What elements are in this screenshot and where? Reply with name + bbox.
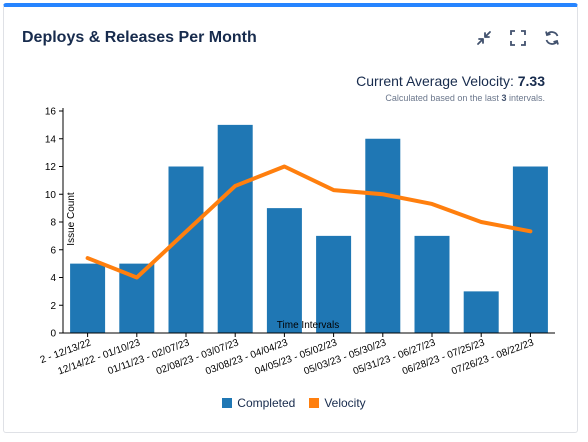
legend-completed[interactable]: Completed <box>222 396 295 410</box>
velocity-point <box>135 276 139 279</box>
refresh-icon[interactable] <box>541 27 563 49</box>
legend-label-velocity: Velocity <box>324 396 366 410</box>
bar-completed[interactable] <box>414 235 450 333</box>
y-tick-label: 12 <box>45 162 57 173</box>
legend-label-completed: Completed <box>237 396 296 410</box>
calc-suffix: intervals. <box>508 93 545 103</box>
velocity-calc-note: Calculated based on the last 3 intervals… <box>385 93 545 103</box>
calc-count: 3 <box>501 93 507 103</box>
y-tick-label: 14 <box>45 134 57 145</box>
widget-card: Deploys & Releases Per Month Current Ave… <box>3 3 578 433</box>
velocity-point <box>184 230 188 234</box>
bar-completed[interactable] <box>463 291 499 333</box>
velocity-label: Current Average Velocity: <box>356 73 514 89</box>
fullscreen-icon[interactable] <box>507 27 529 49</box>
velocity-value: 7.33 <box>517 73 545 89</box>
legend-swatch-completed <box>222 398 233 408</box>
y-axis-title: Issue Count <box>66 192 77 246</box>
bar-completed[interactable] <box>217 124 253 333</box>
x-tick-label: 07/26/23 - 08/22/23 <box>450 337 536 377</box>
bar-completed[interactable] <box>316 235 352 333</box>
velocity-point <box>381 192 385 196</box>
calc-prefix: Calculated based on the last <box>385 93 499 103</box>
bar-completed[interactable] <box>512 166 548 334</box>
x-tick-label: 06/28/23 - 07/25/23 <box>401 337 487 377</box>
chart-legend: Completed Velocity <box>0 396 588 410</box>
x-tick-label: 05/03/23 - 05/30/23 <box>303 337 389 377</box>
x-axis-title: Time Intervals <box>277 320 339 331</box>
y-tick-label: 8 <box>50 218 56 229</box>
x-tick-label: 03/08/23 - 04/04/23 <box>204 337 290 377</box>
velocity-point <box>528 229 532 233</box>
velocity-line <box>85 164 533 280</box>
velocity-point <box>430 202 434 206</box>
y-tick-label: 4 <box>50 273 56 284</box>
y-tick-label: 6 <box>50 245 56 256</box>
velocity-point <box>233 184 237 188</box>
x-tick-label: 05/31/23 - 06/27/23 <box>352 337 438 377</box>
x-tick-label: 04/05/23 - 05/02/23 <box>253 337 339 377</box>
legend-swatch-velocity <box>309 398 320 408</box>
widget-toolbar <box>473 27 563 49</box>
y-tick-label: 2 <box>50 301 56 312</box>
current-velocity: Current Average Velocity: 7.33 <box>356 73 545 89</box>
collapse-icon[interactable] <box>473 27 495 49</box>
x-tick-label: 12/14/22 - 01/10/23 <box>57 337 143 377</box>
x-tick-label: 02/08/23 - 03/07/23 <box>155 337 241 377</box>
bar-completed[interactable] <box>70 263 106 333</box>
velocity-point <box>479 220 483 224</box>
bar-completed[interactable] <box>168 166 204 334</box>
legend-velocity[interactable]: Velocity <box>309 396 366 410</box>
velocity-point <box>282 165 286 168</box>
velocity-point <box>332 188 336 192</box>
y-tick-label: 10 <box>45 190 57 201</box>
widget-title: Deploys & Releases Per Month <box>22 29 257 46</box>
y-tick-label: 0 <box>50 329 56 340</box>
bar-completed[interactable] <box>266 208 302 333</box>
y-tick-label: 16 <box>45 107 57 118</box>
velocity-point <box>86 256 90 260</box>
bar-completed[interactable] <box>365 138 401 333</box>
